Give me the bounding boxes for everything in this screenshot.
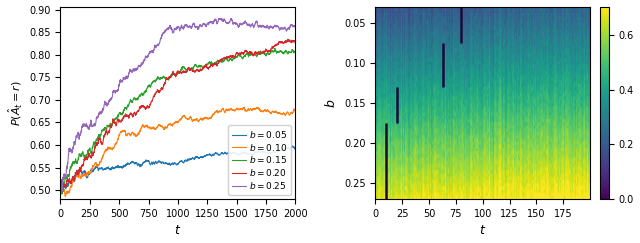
$b = 0.15$ — [271, 47, 278, 50]
$b = 0.15$ — [292, 50, 300, 53]
$b = 0.20$ — [198, 69, 205, 72]
Y-axis label: $b$: $b$ — [324, 99, 339, 108]
Line: $b = 0.05$: $b = 0.05$ — [60, 146, 296, 192]
$b = 0.25$ — [77, 130, 85, 133]
$b = 0.15$ — [62, 177, 70, 180]
$b = 0.15$ — [198, 65, 205, 68]
$b = 0.25$ — [292, 26, 300, 29]
Line: $b = 0.20$: $b = 0.20$ — [60, 39, 296, 190]
$b = 0.10$ — [56, 189, 64, 192]
$b = 0.10$ — [62, 191, 70, 194]
$b = 0.25$ — [69, 147, 77, 150]
$b = 0.20$ — [284, 38, 292, 41]
$b = 0.15$ — [58, 193, 66, 196]
$b = 0.10$ — [77, 174, 85, 177]
$b = 0.15$ — [144, 85, 152, 88]
$b = 0.25$ — [218, 17, 225, 20]
$b = 0.10$ — [292, 109, 300, 112]
$b = 0.20$ — [56, 189, 64, 191]
$b = 0.10$ — [250, 108, 258, 111]
$b = 0.25$ — [198, 25, 205, 28]
$b = 0.05$ — [250, 152, 258, 155]
$b = 0.20$ — [292, 41, 300, 44]
$b = 0.25$ — [144, 54, 152, 57]
$b = 0.20$ — [144, 105, 152, 108]
$b = 0.15$ — [250, 53, 258, 56]
$b = 0.25$ — [62, 175, 70, 178]
$b = 0.10$ — [240, 106, 248, 109]
Line: $b = 0.15$: $b = 0.15$ — [60, 49, 296, 194]
$b = 0.10$ — [198, 118, 205, 121]
$b = 0.10$ — [69, 180, 77, 183]
$b = 0.20$ — [250, 54, 258, 57]
$b = 0.05$ — [69, 178, 77, 181]
$b = 0.15$ — [77, 154, 85, 157]
$b = 0.15$ — [56, 187, 64, 190]
$b = 0.05$ — [292, 147, 300, 150]
Legend: $b = 0.05$, $b = 0.10$, $b = 0.15$, $b = 0.20$, $b = 0.25$: $b = 0.05$, $b = 0.10$, $b = 0.15$, $b =… — [228, 125, 291, 195]
$b = 0.20$ — [69, 177, 77, 180]
$b = 0.25$ — [58, 190, 66, 192]
$b = 0.05$ — [198, 156, 205, 159]
$b = 0.05$ — [62, 186, 70, 189]
$b = 0.20$ — [62, 185, 70, 188]
X-axis label: $t$: $t$ — [174, 225, 182, 237]
$b = 0.05$ — [56, 191, 64, 194]
Line: $b = 0.10$: $b = 0.10$ — [60, 107, 296, 196]
Y-axis label: $P(\hat{A}_t = r)$: $P(\hat{A}_t = r)$ — [6, 80, 24, 126]
X-axis label: $t$: $t$ — [479, 225, 486, 237]
$b = 0.25$ — [250, 26, 258, 28]
$b = 0.20$ — [77, 164, 85, 167]
$b = 0.05$ — [289, 145, 296, 148]
$b = 0.25$ — [56, 187, 64, 190]
$b = 0.10$ — [61, 195, 69, 198]
Line: $b = 0.25$: $b = 0.25$ — [60, 18, 296, 191]
$b = 0.05$ — [144, 159, 152, 162]
$b = 0.05$ — [77, 169, 85, 172]
$b = 0.15$ — [69, 161, 77, 164]
$b = 0.10$ — [144, 126, 152, 129]
